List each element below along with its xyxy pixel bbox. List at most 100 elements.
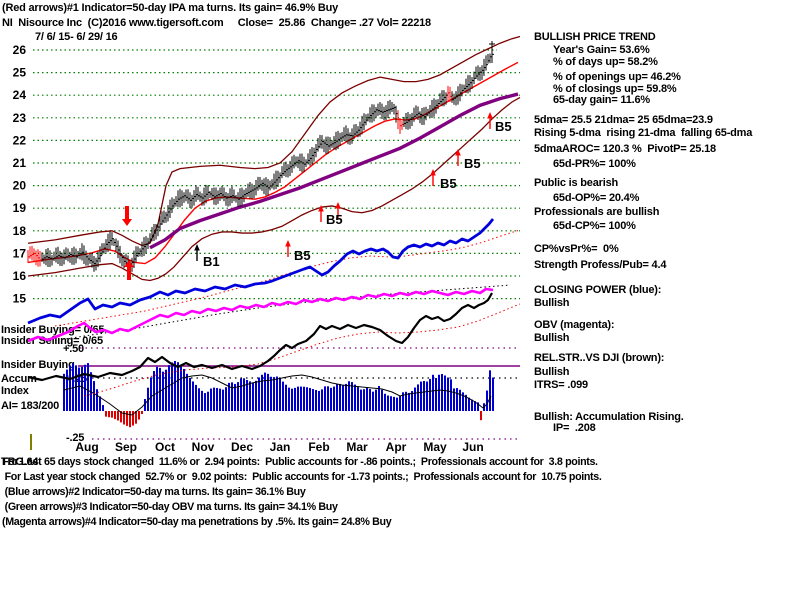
volume-histogram-bar (171, 362, 173, 411)
scale-minus25-label: -.25 (66, 432, 85, 444)
b5-arrow-icon-head (430, 169, 436, 176)
month-label: Feb (308, 440, 329, 454)
volume-histogram-bar-negative (123, 411, 125, 425)
volume-histogram-bar (378, 385, 380, 411)
closing-power-line (27, 218, 495, 325)
volume-histogram-bar (267, 373, 269, 411)
volume-histogram-bar (420, 381, 422, 411)
price-tick-label: 23 (13, 111, 27, 125)
volume-histogram-bar-negative (132, 411, 134, 426)
volume-histogram-bar (486, 390, 488, 411)
days-up: % of days up= 58.2% (553, 56, 658, 68)
volume-histogram-bar (399, 395, 401, 411)
price-tick-label: 17 (13, 246, 27, 260)
op-percent: 65d-OP%= 20.4% (553, 192, 640, 204)
volume-histogram-bar (156, 366, 158, 411)
volume-histogram-bar-negative (117, 411, 119, 421)
volume-histogram-bar (282, 381, 284, 411)
volume-histogram-bar (96, 389, 98, 411)
scale-plus50-label: +.50 (63, 343, 84, 355)
volume-histogram-bar (276, 376, 278, 411)
trend-title: BULLISH PRICE TREND (534, 31, 656, 43)
volume-histogram-bar (210, 388, 212, 411)
month-label: Apr (386, 440, 407, 454)
volume-histogram-bar (375, 389, 377, 411)
relstr-title: REL.STR..VS DJI (brown): (534, 352, 665, 364)
volume-histogram-bar (162, 371, 164, 411)
b5-annotation: B5 (440, 176, 457, 191)
indicator4-legend: (Magenta arrows)#4 Indicator=50-day ma p… (2, 516, 392, 528)
volume-histogram-bar (270, 376, 272, 411)
volume-histogram-bar (168, 365, 170, 411)
b5-annotation: B5 (326, 212, 343, 227)
relstr-status: Bullish (534, 366, 570, 378)
volume-histogram-bar (177, 362, 179, 411)
month-label: Mar (346, 440, 368, 454)
volume-histogram-bar (204, 393, 206, 411)
volume-histogram-bar (153, 371, 155, 411)
volume-histogram-bar (183, 368, 185, 411)
closing-power-status: Bullish (534, 297, 570, 309)
volume-histogram-bar (102, 405, 104, 411)
volume-histogram-bar (396, 397, 398, 411)
volume-histogram-bar (159, 367, 161, 411)
volume-ma-line (63, 374, 492, 416)
b5-arrow-icon-head (335, 202, 341, 209)
volume-histogram-bar (93, 381, 95, 411)
itrs-value: ITRS= .099 (534, 379, 588, 391)
volume-histogram-bar (222, 389, 224, 411)
month-label: Oct (155, 440, 175, 454)
price-tick-label: 22 (13, 133, 27, 147)
insider-buying-label: Insider Buying (1, 359, 75, 371)
volume-histogram-bar (216, 388, 218, 411)
volume-histogram-bar (234, 383, 236, 411)
closings-up: % of closings up= 59.8% (553, 83, 677, 95)
indicator2-legend: (Blue arrows)#2 Indicator=50-day ma turn… (2, 486, 306, 498)
volume-histogram-bar (189, 377, 191, 411)
volume-histogram-bar (231, 382, 233, 411)
indicator3-legend: (Green arrows)#3 Indicator=50-day OBV ma… (2, 501, 338, 513)
volume-histogram-bar (438, 374, 440, 411)
volume-histogram-bar (243, 378, 245, 411)
volume-histogram-bar (321, 389, 323, 411)
volume-histogram-bar (324, 386, 326, 411)
volume-histogram-bar (318, 390, 320, 411)
volume-histogram-bar (474, 401, 476, 411)
volume-histogram-bar (87, 363, 89, 411)
volume-histogram-bar (468, 397, 470, 411)
volume-histogram-bar (75, 365, 77, 411)
volume-histogram-bar (201, 390, 203, 411)
volume-histogram-bar (357, 387, 359, 411)
volume-histogram-bar (417, 384, 419, 411)
volume-histogram-bar (99, 396, 101, 411)
volume-histogram-bar (285, 384, 287, 411)
volume-histogram-bar (384, 393, 386, 411)
volume-histogram-bar (297, 386, 299, 411)
volume-histogram-bar (444, 375, 446, 411)
volume-histogram-bar (405, 391, 407, 411)
month-label: Jun (462, 440, 483, 454)
volume-histogram-bar (273, 377, 275, 411)
volume-histogram-bar (255, 380, 257, 411)
volume-histogram-bar (423, 380, 425, 411)
red-down-arrow-icon (122, 206, 132, 226)
volume-histogram-bar (291, 388, 293, 411)
volume-histogram-bar (213, 387, 215, 411)
volume-histogram-bar (246, 379, 248, 411)
volume-histogram-bar (339, 383, 341, 411)
month-label: Jan (270, 440, 291, 454)
volume-histogram-bar (366, 387, 368, 411)
volume-histogram-bar (165, 369, 167, 411)
volume-histogram-bar (402, 392, 404, 411)
price-tick-label: 15 (13, 292, 27, 306)
volume-histogram-bar (327, 386, 329, 411)
indicator1-legend: (Red arrows)#1 Indicator=50-day IPA ma t… (2, 2, 339, 14)
ma65-line (149, 92, 519, 250)
index-label: Index (1, 385, 29, 397)
volume-histogram-bar-negative (129, 411, 131, 428)
volume-histogram-bar (72, 363, 74, 411)
volume-histogram-bar (390, 396, 392, 411)
volume-histogram-bar (450, 379, 452, 411)
volume-histogram-bar (294, 387, 296, 411)
